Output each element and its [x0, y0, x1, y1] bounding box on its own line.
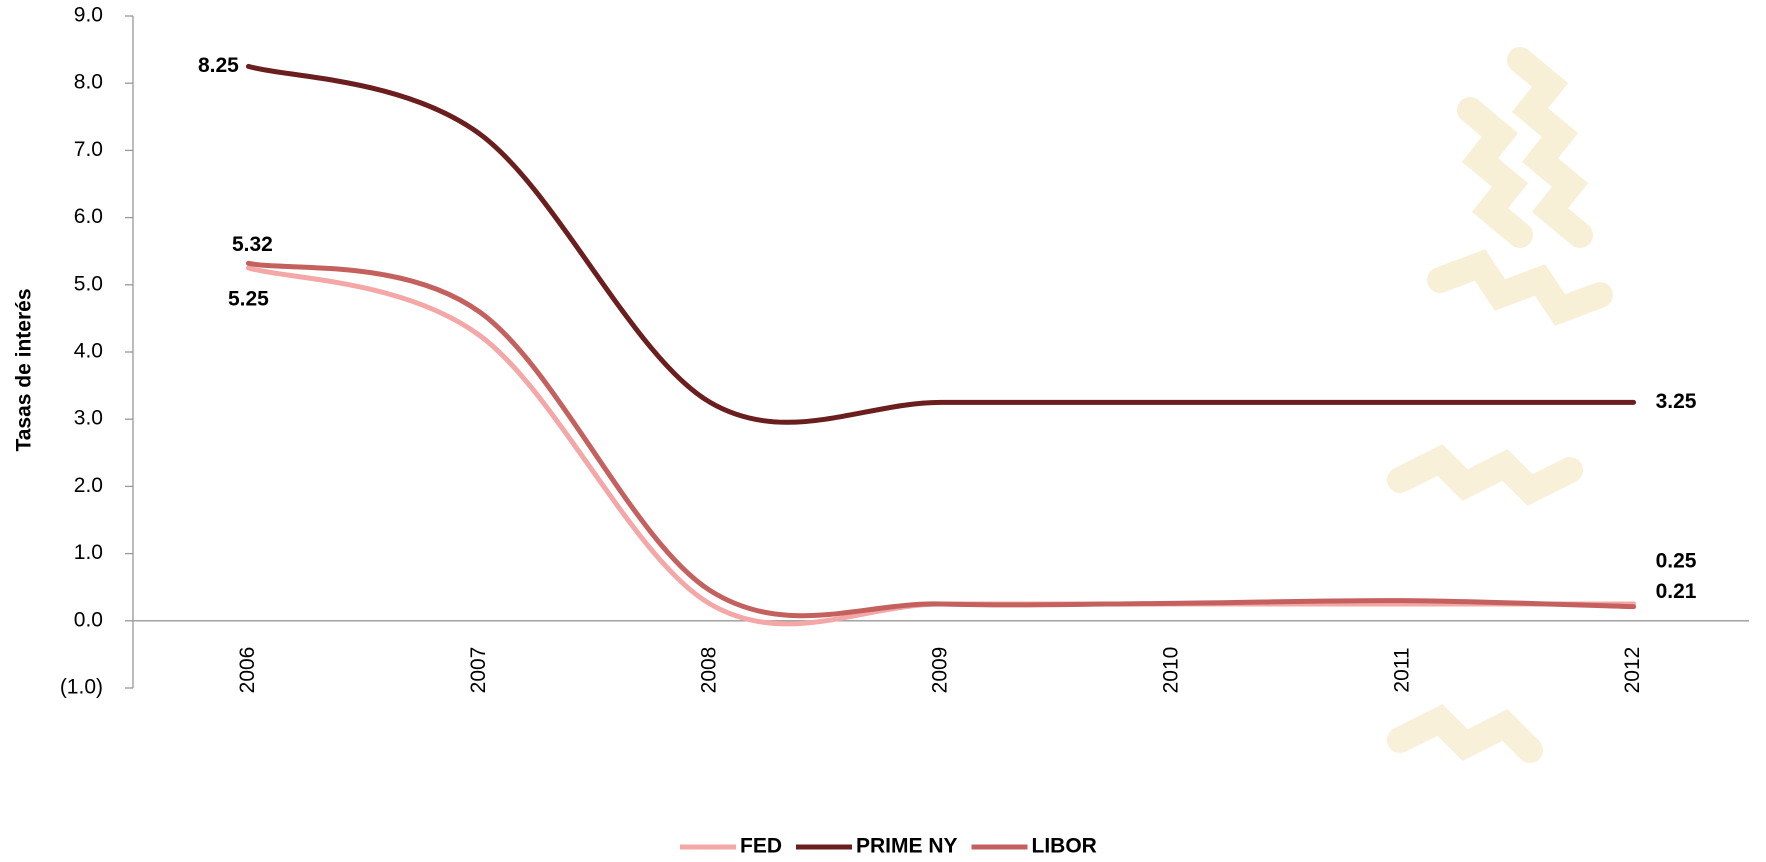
data-label: 0.25 — [1656, 550, 1697, 573]
data-label: 3.25 — [1656, 390, 1697, 413]
x-tick-label: 2010 — [1159, 647, 1182, 694]
line-series — [245, 260, 1637, 619]
y-tick-label: 6.0 — [74, 205, 103, 228]
data-label: 8.25 — [198, 54, 239, 77]
y-tick-label: 0.0 — [74, 608, 103, 631]
y-axis-title: Tasas de interés — [13, 288, 36, 451]
legend-label: LIBOR — [1032, 835, 1097, 858]
x-tick-label: 2006 — [236, 647, 259, 694]
legend-label: PRIME NY — [856, 835, 958, 858]
y-tick-label: 3.0 — [74, 407, 103, 430]
y-tick-label: 7.0 — [74, 138, 103, 161]
data-label: 0.21 — [1656, 580, 1697, 603]
y-tick-label: (1.0) — [60, 676, 103, 699]
data-label: 5.32 — [232, 233, 273, 256]
x-tick-label: 2009 — [929, 647, 952, 694]
y-tick-label: 2.0 — [74, 474, 103, 497]
line-series — [245, 63, 1637, 425]
y-tick-label: 1.0 — [74, 541, 103, 564]
y-tick-label: 5.0 — [74, 272, 103, 295]
y-tick-label: 9.0 — [74, 4, 103, 27]
x-tick-label: 2011 — [1390, 647, 1413, 692]
x-tick-label: 2012 — [1621, 647, 1644, 694]
y-tick-label: 8.0 — [74, 71, 103, 94]
data-label: 5.25 — [228, 288, 269, 311]
x-tick-label: 2007 — [467, 647, 490, 694]
line-series — [245, 265, 1637, 627]
y-tick-label: 4.0 — [74, 340, 103, 363]
background-decoration — [1387, 47, 1613, 763]
x-tick-label: 2008 — [698, 647, 721, 694]
legend-label: FED — [740, 835, 782, 858]
